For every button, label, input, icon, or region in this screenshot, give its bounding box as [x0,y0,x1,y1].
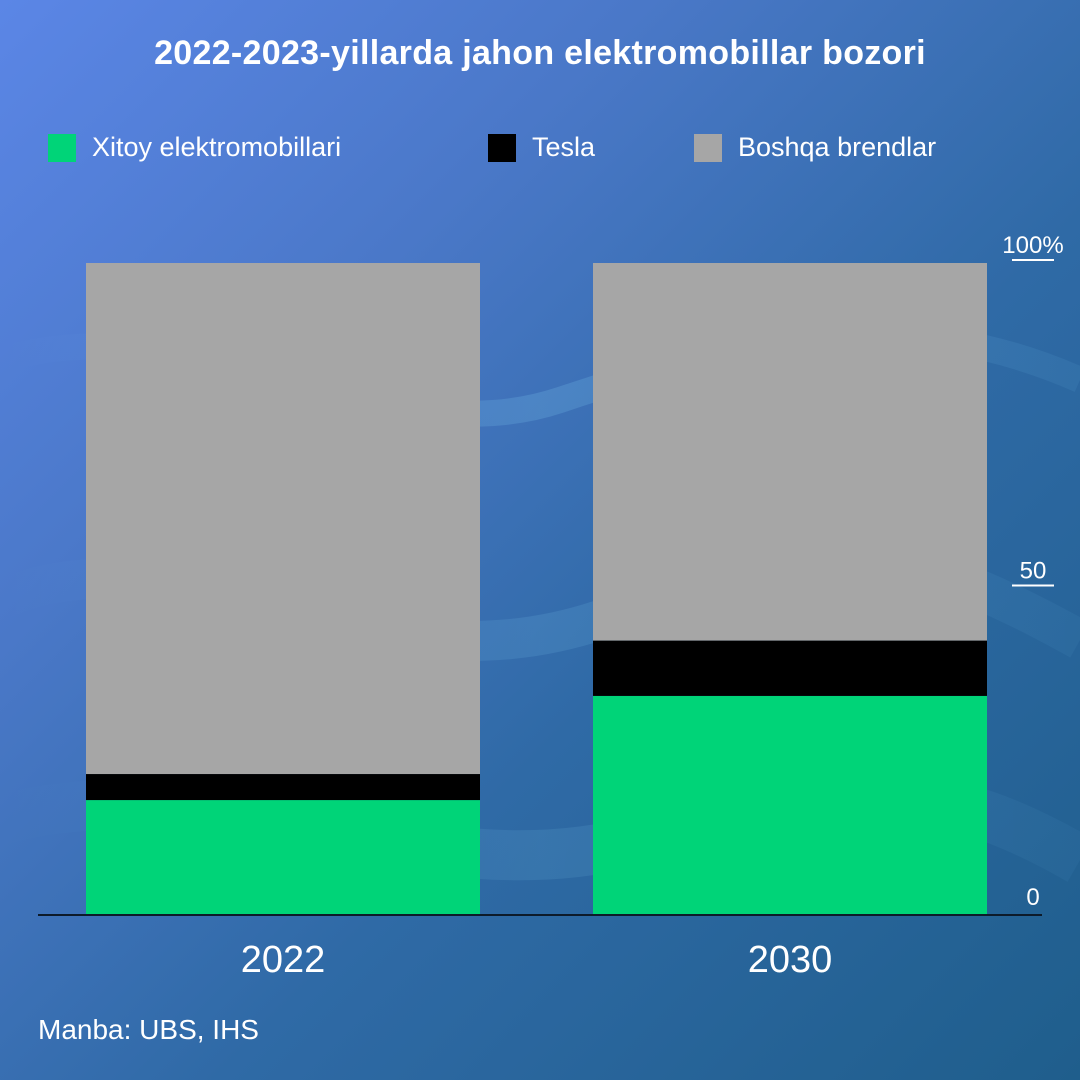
x-tick-label: 2022 [241,939,326,981]
legend-swatch-china [48,133,76,162]
legend-swatch-other [694,133,722,162]
bar-2030-series-0 [593,695,987,914]
bar-2030-series-1 [593,640,987,696]
y-tick-label: 0 [1026,884,1039,911]
legend-swatch-tesla [488,133,516,162]
bar-2022-series-2 [86,263,480,775]
legend-label-china: Xitoy elektromobillari [92,132,342,162]
y-tick-label: 100% [1002,232,1063,259]
bar-2022-series-0 [86,800,480,914]
legend-label-other: Boshqa brendlar [738,132,937,162]
legend-item-tesla: Tesla [488,132,595,163]
bar-2030-series-2 [593,263,987,641]
y-tick-label: 50 [1020,558,1047,585]
legend-label-tesla: Tesla [532,132,596,162]
chart-legend: Xitoy elektromobillari Tesla Boshqa bren… [0,132,1080,172]
legend-item-other: Boshqa brendlar [694,132,936,163]
bar-2022-series-1 [86,774,480,801]
source-note: Manba: UBS, IHS [38,1014,259,1045]
x-tick-label: 2030 [748,939,833,981]
chart-title: 2022-2023-yillarda jahon elektromobillar… [154,34,926,72]
legend-item-china: Xitoy elektromobillari [48,132,341,163]
